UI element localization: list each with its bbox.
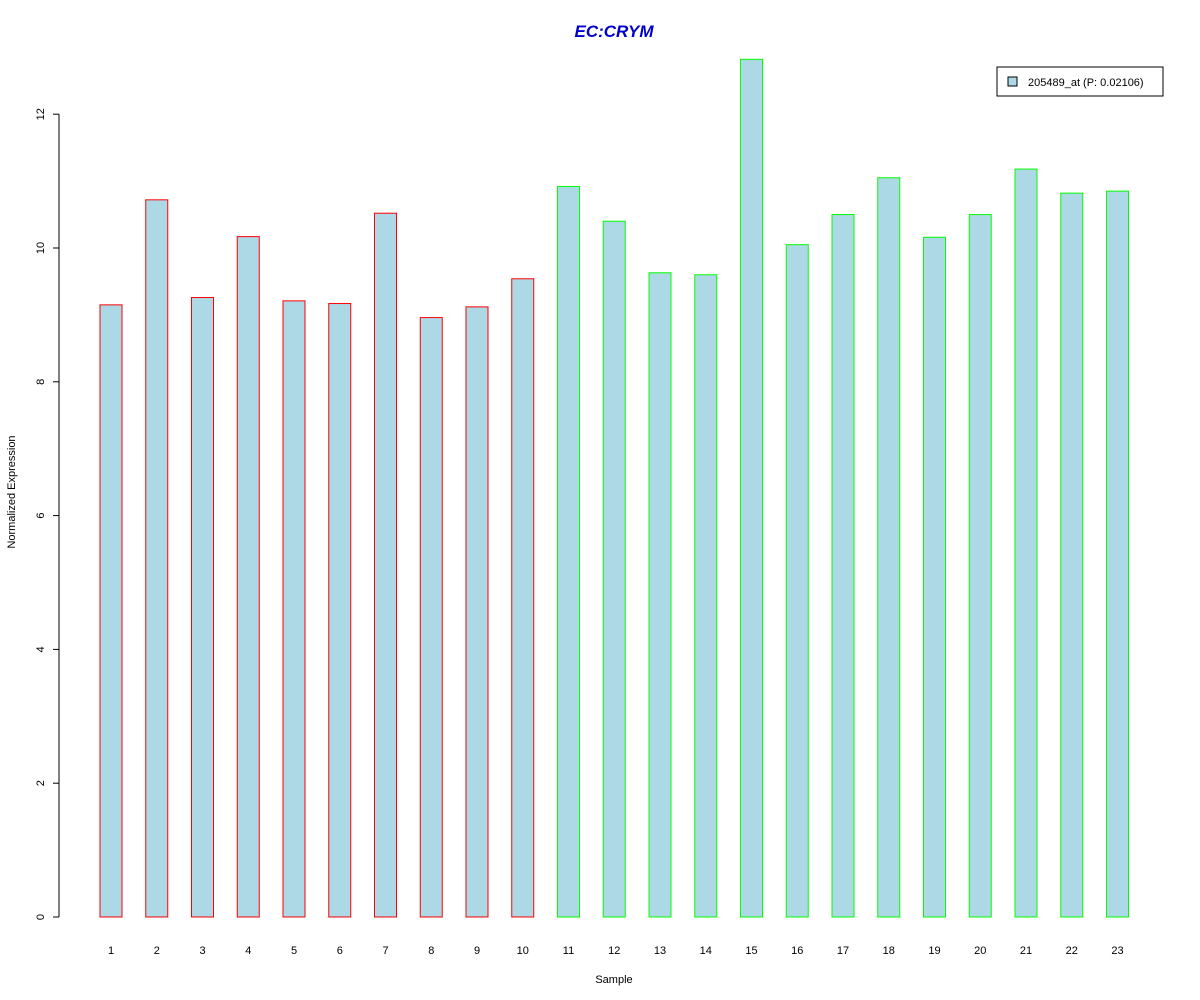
bar-sample-12 (602, 220, 626, 918)
x-tick-label: 1 (108, 945, 114, 957)
bar-sample-8 (419, 317, 443, 918)
bar-sample-23 (1106, 190, 1129, 918)
bars (99, 58, 1129, 918)
bar-sample-14 (694, 274, 718, 918)
x-tick-label: 15 (745, 945, 757, 957)
x-tick-label: 14 (700, 945, 712, 957)
x-axis-tick-labels: 1 2 3 4 5 6 7 8 9 10 11 12 13 14 15 16 17 18 19 20 21 22 23 (108, 945, 1124, 957)
x-tick-label: 3 (199, 945, 205, 957)
x-tick-label: 5 (291, 945, 297, 957)
x-tick-label: 16 (791, 945, 803, 957)
x-tick-label: 22 (1066, 945, 1078, 957)
bar-sample-10 (511, 278, 535, 918)
bar-sample-6 (328, 303, 352, 918)
legend-label: 205489_at (P: 0.02106) (1028, 77, 1144, 89)
bar-sample-2 (145, 199, 169, 918)
bar-sample-17 (831, 214, 855, 918)
x-tick-label: 17 (837, 945, 849, 957)
x-tick-label: 9 (474, 945, 480, 957)
y-tick-label: 10 (35, 242, 47, 254)
x-tick-label: 20 (974, 945, 986, 957)
x-tick-label: 23 (1111, 945, 1123, 957)
x-tick-label: 21 (1020, 945, 1032, 957)
bar-sample-22 (1060, 192, 1084, 918)
bar-sample-11 (557, 185, 580, 918)
y-axis: 0 2 4 6 8 10 12 (35, 108, 60, 920)
legend: 205489_at (P: 0.02106) (996, 66, 1164, 97)
bar-sample-19 (923, 236, 946, 918)
x-tick-label: 7 (382, 945, 388, 957)
bar-sample-1 (99, 304, 123, 918)
x-tick-label: 2 (154, 945, 160, 957)
bar-sample-9 (465, 306, 489, 918)
x-tick-label: 10 (517, 945, 529, 957)
bar-sample-15 (740, 58, 763, 918)
x-axis-label: Sample (595, 974, 632, 986)
bar-sample-7 (374, 212, 397, 918)
x-tick-label: 8 (428, 945, 434, 957)
bar-sample-3 (191, 297, 214, 918)
x-tick-label: 13 (654, 945, 666, 957)
y-tick-label: 4 (35, 646, 47, 652)
bar-sample-5 (282, 300, 306, 918)
y-tick-label: 0 (35, 914, 47, 920)
bar-sample-16 (785, 244, 809, 918)
legend-box (996, 66, 1164, 97)
bar-sample-21 (1014, 168, 1038, 918)
legend-swatch (1007, 76, 1018, 87)
y-axis-label: Normalized Expression (6, 435, 18, 548)
bar-sample-18 (877, 177, 901, 918)
chart-title: EC:CRYM (574, 22, 654, 41)
x-tick-label: 6 (337, 945, 343, 957)
x-tick-label: 12 (608, 945, 620, 957)
x-tick-label: 11 (563, 945, 574, 957)
x-tick-label: 4 (245, 945, 251, 957)
bar-sample-4 (236, 236, 260, 918)
y-tick-label: 12 (35, 108, 47, 120)
bar-sample-13 (648, 272, 672, 918)
y-tick-label: 8 (35, 379, 47, 385)
x-tick-label: 18 (883, 945, 895, 957)
y-tick-label: 2 (35, 780, 47, 786)
y-tick-label: 6 (35, 513, 47, 519)
bar-sample-20 (968, 214, 992, 918)
x-tick-label: 19 (928, 945, 940, 957)
